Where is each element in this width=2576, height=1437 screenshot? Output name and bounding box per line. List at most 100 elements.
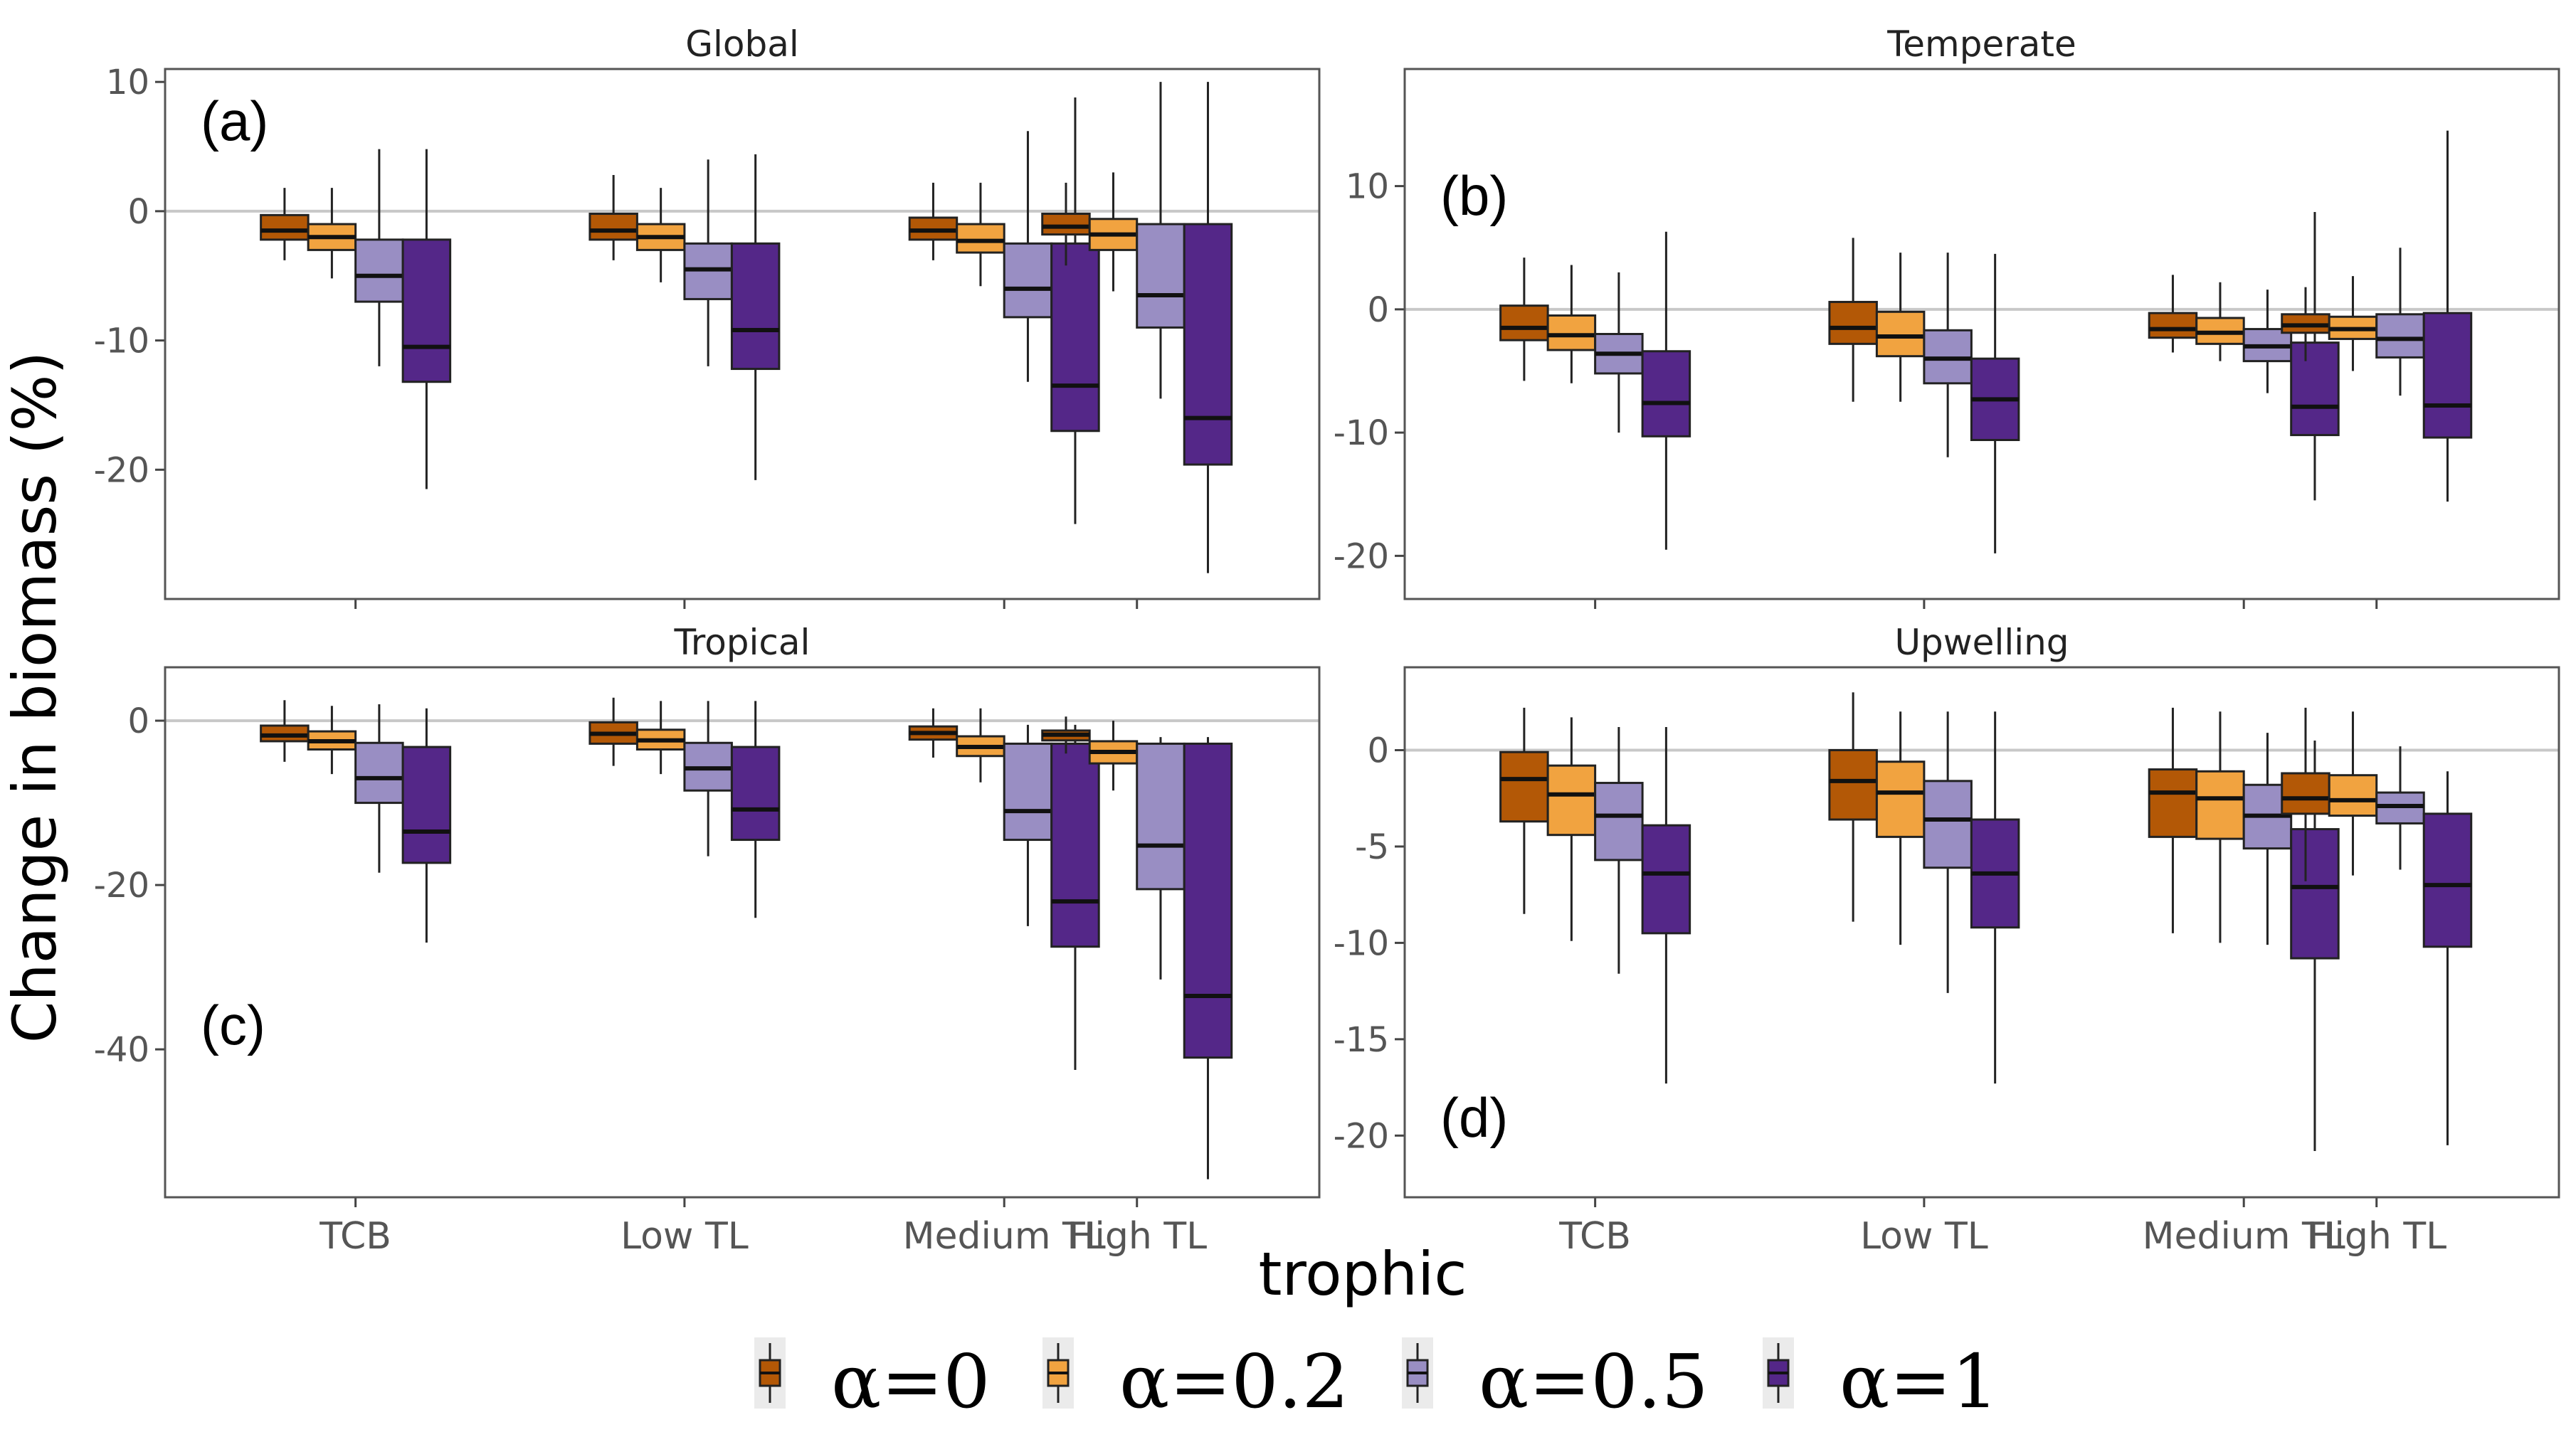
y-tick-label: -5 xyxy=(1355,827,1389,867)
x-axis-title: trophic xyxy=(1258,1239,1467,1309)
box-group-tcb xyxy=(1499,707,1691,1084)
box-group-medium-tl xyxy=(908,708,1100,1070)
box-α=1 xyxy=(1641,350,1691,438)
box-group-high-tl xyxy=(2281,130,2473,502)
legend-label: α=1 xyxy=(1839,1338,1999,1425)
panel-border xyxy=(164,666,1321,1199)
panel-title: Temperate xyxy=(1886,23,2076,65)
y-tick-label: 0 xyxy=(1367,290,1389,330)
y-axis-title: Change in biomass (%) xyxy=(0,351,70,1044)
x-tick-label: High TL xyxy=(1067,1215,1207,1258)
box-α=0.5 xyxy=(1136,742,1186,891)
x-tick-label: Low TL xyxy=(1860,1215,1988,1258)
box-group-medium-tl xyxy=(2148,707,2340,1151)
panel-border xyxy=(1403,68,2560,600)
legend-label: α=0.2 xyxy=(1119,1338,1349,1425)
box-α=0 xyxy=(2148,312,2198,339)
panel-title: Global xyxy=(685,23,799,65)
box-α=0.2 xyxy=(1875,760,1926,838)
box-α=0 xyxy=(1499,304,1549,341)
y-tick-label: -20 xyxy=(94,450,149,490)
box-group-high-tl xyxy=(2281,707,2473,1145)
box-α=0 xyxy=(2148,768,2198,838)
box-group-low-tl xyxy=(1828,238,2020,553)
legend-label: α=0.5 xyxy=(1479,1338,1709,1425)
legend-label: α=0 xyxy=(831,1338,991,1425)
panel-label: (b) xyxy=(1440,164,1508,227)
box-group-tcb xyxy=(1499,231,1691,550)
y-tick-label: -15 xyxy=(1334,1020,1389,1060)
y-tick-label: 10 xyxy=(1346,167,1389,207)
box-group-tcb xyxy=(260,149,452,489)
y-tick-label: 0 xyxy=(127,192,149,232)
y-tick-label: -20 xyxy=(1334,1116,1389,1156)
panel-temperate: Temperate 10 0 -10 -20 (b) xyxy=(1334,23,2560,609)
box-group-high-tl xyxy=(1041,716,1233,1179)
box-α=0.5 xyxy=(1136,223,1186,329)
x-tick-label: TCB xyxy=(1558,1215,1631,1258)
box-α=0.5 xyxy=(1003,742,1053,842)
box-group-low-tl xyxy=(588,154,781,480)
legend-item-0: α=0 xyxy=(754,1337,991,1425)
panel-label: (a) xyxy=(201,90,268,152)
legend-item-3: α=1 xyxy=(1763,1337,1999,1425)
box-α=0.2 xyxy=(956,223,1005,254)
x-tick-label: Medium TL xyxy=(903,1215,1106,1258)
x-tick-label: TCB xyxy=(319,1215,391,1258)
y-tick-label: -10 xyxy=(1334,923,1389,963)
legend-item-2: α=0.5 xyxy=(1402,1337,1709,1425)
panel-global: Global 10 0 -10 -20 (a) xyxy=(94,23,1321,609)
box-α=0.5 xyxy=(1923,780,1973,869)
box-α=1 xyxy=(2422,812,2473,948)
box-α=0.2 xyxy=(1546,764,1597,837)
box-α=0.5 xyxy=(354,238,404,303)
panel-label: (c) xyxy=(201,994,265,1056)
box-α=1 xyxy=(730,242,781,371)
box-α=0.5 xyxy=(2375,313,2425,359)
panel-title: Upwelling xyxy=(1894,622,2069,663)
box-α=1 xyxy=(401,238,452,383)
panel-border xyxy=(1403,666,2560,1199)
y-tick-label: -20 xyxy=(1334,536,1389,576)
box-α=1 xyxy=(1641,824,1691,935)
panel-border xyxy=(164,68,1321,600)
box-group-medium-tl xyxy=(908,97,1100,524)
box-α=1 xyxy=(401,746,452,864)
box-α=0 xyxy=(1499,751,1549,823)
y-tick-label: 10 xyxy=(106,63,149,102)
box-α=1 xyxy=(2290,828,2340,960)
box-α=0.2 xyxy=(2328,774,2378,817)
box-α=1 xyxy=(2422,312,2473,439)
y-tick-label: 0 xyxy=(127,701,149,741)
box-α=1 xyxy=(730,746,781,842)
x-tick-label: High TL xyxy=(2306,1215,2446,1258)
box-group-high-tl xyxy=(1041,82,1233,573)
box-α=0 xyxy=(1828,300,1878,345)
legend: α=0 α=0.2 α=0.5 α=1 xyxy=(754,1337,1999,1425)
y-tick-label: -40 xyxy=(94,1030,149,1070)
box-group-tcb xyxy=(260,700,452,943)
box-α=0 xyxy=(2281,772,2330,815)
box-α=1 xyxy=(1050,242,1100,433)
box-α=0.2 xyxy=(1875,310,1926,358)
legend-item-1: α=0.2 xyxy=(1042,1337,1349,1425)
box-α=0.5 xyxy=(354,741,404,805)
box-α=0.5 xyxy=(1003,242,1053,319)
box-α=1 xyxy=(1183,742,1233,1059)
y-tick-label: -10 xyxy=(1334,413,1389,453)
box-group-low-tl xyxy=(588,697,781,918)
panel-title: Tropical xyxy=(674,622,811,663)
y-tick-label: 0 xyxy=(1367,731,1389,770)
box-α=0.5 xyxy=(1594,782,1644,861)
panel-label: (d) xyxy=(1440,1086,1508,1149)
box-α=0 xyxy=(1828,748,1878,821)
box-α=0.2 xyxy=(1546,314,1597,351)
box-group-medium-tl xyxy=(2148,211,2340,501)
panels: Global100-10-20(a)Temperate100-10-20(b)T… xyxy=(94,23,2560,1258)
box-α=1 xyxy=(2290,341,2340,437)
x-tick-label: Low TL xyxy=(621,1215,749,1258)
x-tick-label: Medium TL xyxy=(2143,1215,2345,1258)
panel-upwelling: Upwelling 0 -5 -10 -15 -20 TCB Low TL Medium TLH… xyxy=(1334,622,2560,1258)
